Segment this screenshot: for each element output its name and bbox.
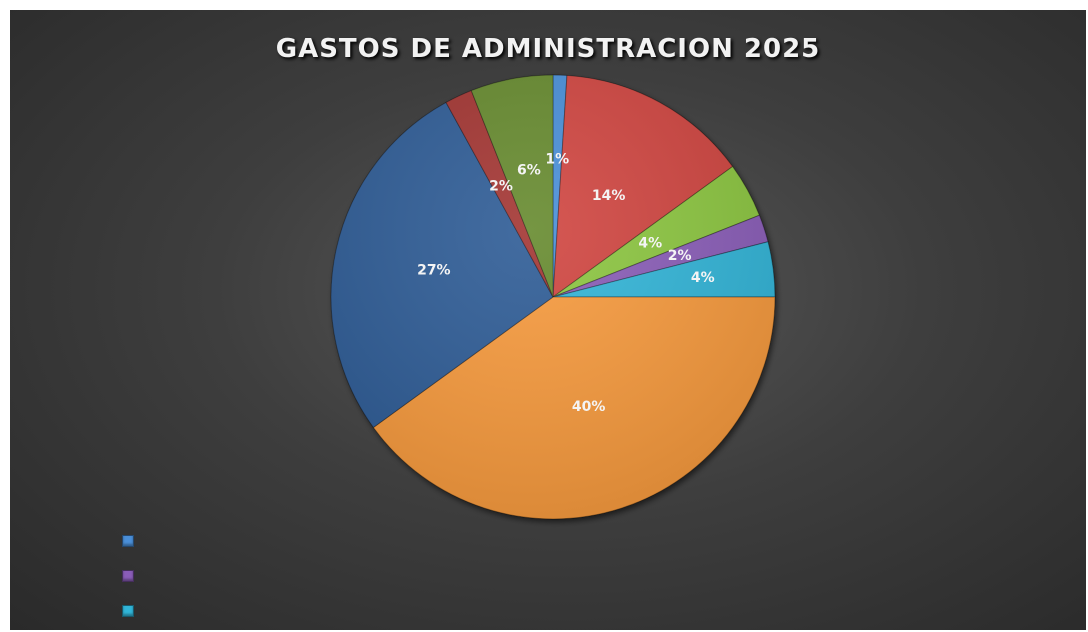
slice-data-label: 27% xyxy=(417,262,451,278)
slice-data-label: 2% xyxy=(489,179,513,195)
chart-area: GASTOS DE ADMINISTRACION 2025 1% 14% 4% 2% 4… xyxy=(10,10,1086,630)
chart-title: GASTOS DE ADMINISTRACION 2025 xyxy=(275,34,821,64)
legend-marker xyxy=(122,605,134,617)
slice-data-label: 4% xyxy=(691,270,715,286)
legend-marker xyxy=(122,535,134,547)
slice-data-label: 6% xyxy=(517,163,541,179)
slice-data-label: 2% xyxy=(668,248,692,264)
slice-data-label: 14% xyxy=(592,188,626,204)
slice-data-label: 4% xyxy=(638,236,662,252)
pie-chart: 1%14%4%2%4%40%27%2%6% xyxy=(330,74,776,520)
legend-marker xyxy=(122,570,134,582)
slice-data-label: 40% xyxy=(572,399,606,415)
slice-data-label: 1% xyxy=(545,151,569,167)
chart-legend xyxy=(122,535,134,630)
